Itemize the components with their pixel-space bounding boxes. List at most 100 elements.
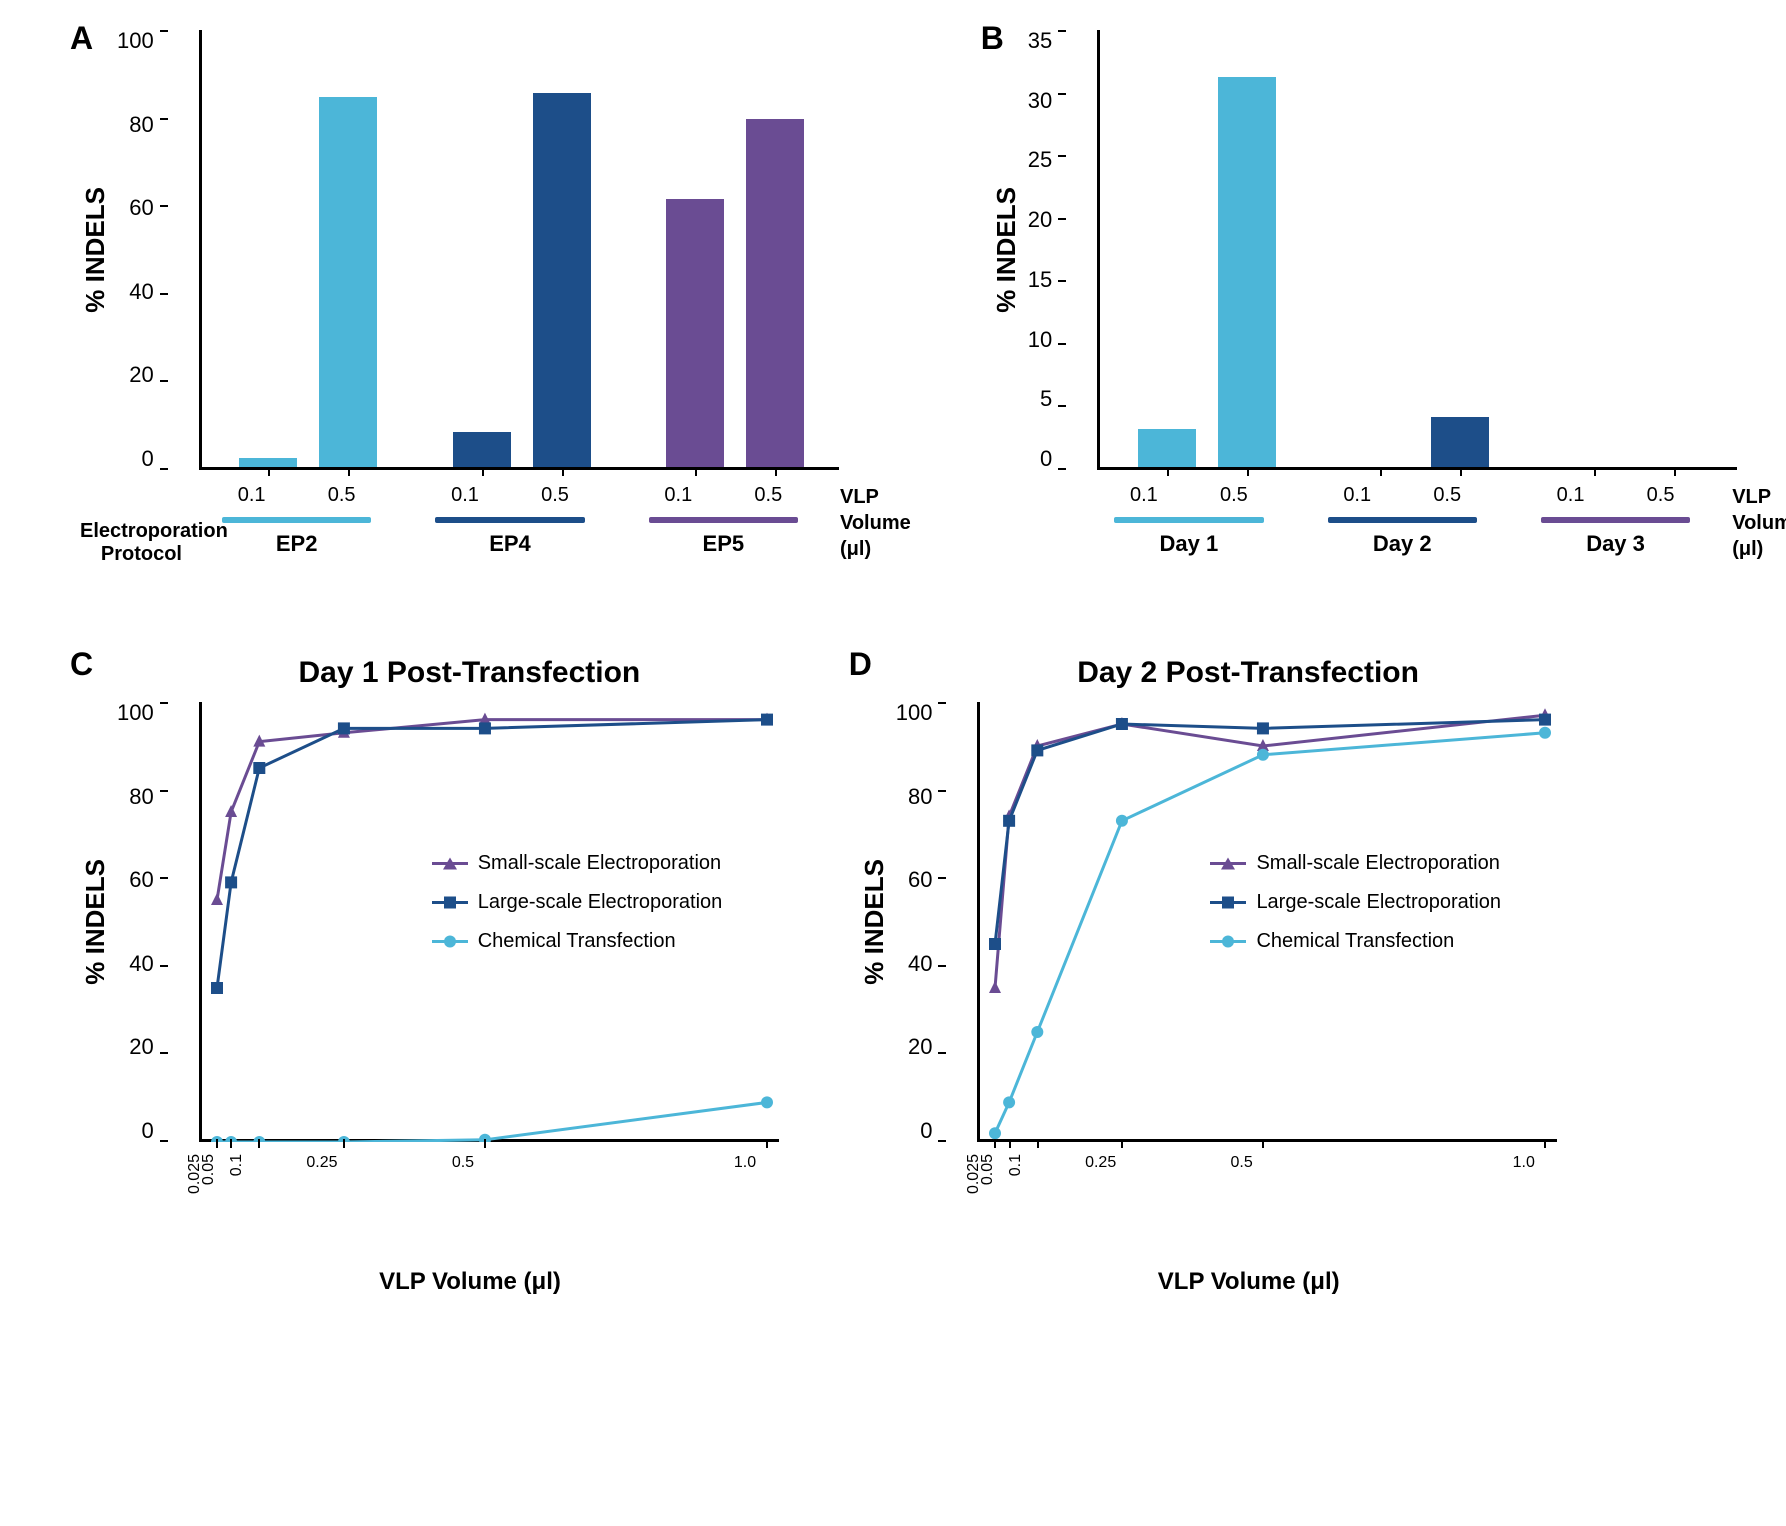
x-axis-title: VLP Volume (μl) bbox=[180, 1268, 760, 1296]
line-plot: Small-scale Electroporation Large-scale E… bbox=[199, 702, 779, 1142]
legend-marker-icon bbox=[1222, 891, 1234, 914]
series-line bbox=[217, 1102, 767, 1142]
x-sub-group: 0.10.5 bbox=[1082, 484, 1295, 507]
data-marker bbox=[1116, 718, 1128, 730]
tick-mark bbox=[1544, 1139, 1546, 1148]
legend-item: Chemical Transfection bbox=[432, 930, 723, 953]
y-tick-labels: 35302520151050 bbox=[1028, 30, 1052, 470]
y-tick: 80 bbox=[129, 114, 153, 136]
data-marker bbox=[225, 805, 237, 817]
line-plot: Small-scale ElectroporationLarge-scale E… bbox=[977, 702, 1557, 1142]
legend-item: Chemical Transfection bbox=[1210, 930, 1501, 953]
legend-item: Small-scale Electroporation bbox=[432, 852, 723, 875]
x-right-label-top: VLP bbox=[1732, 484, 1786, 510]
tick-mark bbox=[1247, 467, 1249, 476]
x-label-block: Electroporation Protocol0.10.50.10.50.10… bbox=[80, 484, 911, 566]
legend-item: Large-scale Electroporation bbox=[432, 891, 723, 914]
chart-area: % INDELS100806040200 Small-scale Electrop… bbox=[80, 702, 779, 1142]
y-tick: 60 bbox=[908, 869, 932, 891]
tick-mark bbox=[1058, 30, 1066, 32]
group-label: Day 1 bbox=[1082, 531, 1295, 557]
data-marker bbox=[1032, 744, 1044, 756]
chart-area: % INDELS100806040200 bbox=[80, 30, 911, 470]
bar bbox=[746, 119, 804, 467]
y-tick: 80 bbox=[908, 786, 932, 808]
legend: Small-scale Electroporation Large-scale E… bbox=[432, 852, 723, 953]
y-tick: 20 bbox=[129, 1036, 153, 1058]
chart-area: % INDELS35302520151050 bbox=[991, 30, 1786, 470]
tick-mark bbox=[695, 467, 697, 476]
x-sub-label: 0.5 bbox=[1632, 484, 1690, 507]
y-tick-labels: 100806040200 bbox=[896, 702, 933, 1142]
tick-mark bbox=[160, 468, 168, 470]
group-label: Day 3 bbox=[1509, 531, 1722, 557]
tick-mark bbox=[1674, 467, 1676, 476]
x-tick-label: 0.5 bbox=[1231, 1154, 1253, 1172]
data-marker bbox=[225, 876, 237, 888]
x-sub-label: 0.1 bbox=[223, 484, 281, 507]
tick-mark bbox=[1037, 1139, 1039, 1148]
legend-item: Small-scale Electroporation bbox=[1210, 852, 1501, 875]
data-marker bbox=[1032, 1026, 1044, 1038]
legend-label: Small-scale Electroporation bbox=[1256, 852, 1499, 875]
tick-mark bbox=[1121, 1139, 1123, 1148]
bottom-row: CDay 1 Post-Transfection% INDELS10080604… bbox=[30, 656, 1756, 1296]
panel-label: C bbox=[70, 646, 93, 683]
tick-mark bbox=[938, 1140, 946, 1142]
x-sub-label: 0.5 bbox=[739, 484, 797, 507]
x-tick-label: 0.1 bbox=[1007, 1154, 1025, 1176]
y-tick: 30 bbox=[1028, 90, 1052, 112]
group-label: EP4 bbox=[403, 531, 616, 557]
x-right-label-bot: Volume (μl) bbox=[1732, 510, 1786, 562]
data-marker bbox=[1004, 1096, 1016, 1108]
tick-mark bbox=[938, 965, 946, 967]
y-tick-marks bbox=[160, 30, 168, 470]
y-tick: 100 bbox=[896, 702, 933, 724]
figure: A% INDELS100806040200Electroporation Pro… bbox=[30, 30, 1756, 1296]
tick-mark bbox=[160, 293, 168, 295]
tick-mark bbox=[1058, 155, 1066, 157]
x-sub-labels: 0.10.50.10.50.10.5 bbox=[190, 484, 830, 507]
y-axis: % INDELS100806040200 bbox=[859, 702, 978, 1142]
y-tick-marks bbox=[1058, 30, 1066, 470]
panel-title: Day 1 Post-Transfection bbox=[160, 656, 779, 690]
tick-mark bbox=[938, 702, 946, 704]
data-marker bbox=[1004, 815, 1016, 827]
data-marker bbox=[1257, 722, 1269, 734]
x-labels-mid: 0.10.50.10.50.10.5Day 1Day 2Day 3 bbox=[1082, 484, 1722, 557]
panel-b: B% INDELS353025201510500.10.50.10.50.10.… bbox=[991, 30, 1786, 566]
bar bbox=[239, 458, 297, 467]
group-label: EP5 bbox=[617, 531, 830, 557]
tick-mark bbox=[1262, 1139, 1264, 1148]
tick-mark bbox=[1058, 93, 1066, 95]
panel-label: D bbox=[849, 646, 872, 683]
x-sub-label: 0.1 bbox=[1542, 484, 1600, 507]
tick-mark bbox=[160, 1140, 168, 1142]
x-sub-label: 0.1 bbox=[649, 484, 707, 507]
x-tick-label: 0.5 bbox=[452, 1154, 474, 1172]
legend-marker-icon bbox=[443, 852, 457, 875]
left-row-label: Electroporation Protocol bbox=[80, 484, 190, 566]
x-tick-label: 1.0 bbox=[1513, 1154, 1535, 1172]
tick-mark bbox=[562, 467, 564, 476]
y-tick: 20 bbox=[129, 364, 153, 386]
tick-mark bbox=[160, 702, 168, 704]
y-tick: 40 bbox=[908, 953, 932, 975]
data-marker bbox=[253, 762, 265, 774]
x-tick-marks bbox=[1100, 467, 1737, 476]
x-tick-marks bbox=[202, 467, 839, 476]
data-marker bbox=[989, 1127, 1001, 1139]
legend-label: Small-scale Electroporation bbox=[478, 852, 721, 875]
tick-mark bbox=[1594, 467, 1596, 476]
tick-mark bbox=[1460, 467, 1462, 476]
data-marker bbox=[1539, 727, 1551, 739]
bar bbox=[1138, 429, 1196, 467]
x-sub-label: 0.5 bbox=[313, 484, 371, 507]
legend-label: Chemical Transfection bbox=[478, 930, 676, 953]
x-axis-title: VLP Volume (μl) bbox=[959, 1268, 1539, 1296]
tick-mark bbox=[938, 790, 946, 792]
tick-mark bbox=[482, 467, 484, 476]
y-tick: 20 bbox=[908, 1036, 932, 1058]
y-axis: % INDELS100806040200 bbox=[80, 702, 199, 1142]
group-labels: Day 1Day 2Day 3 bbox=[1082, 531, 1722, 557]
